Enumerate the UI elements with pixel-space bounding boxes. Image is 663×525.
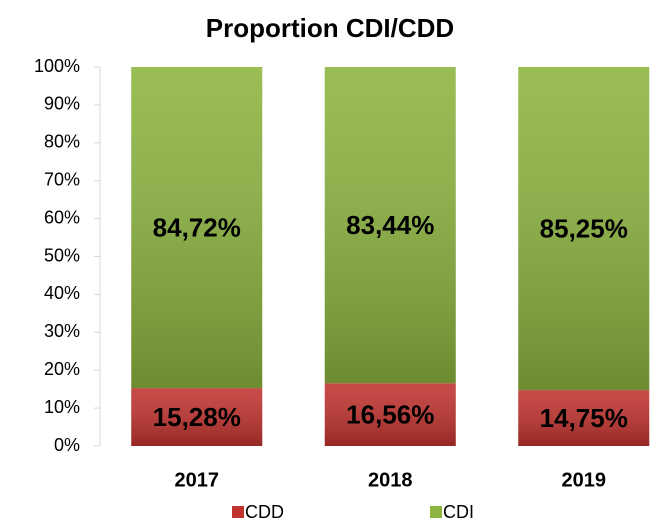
x-tick-label: 2018 xyxy=(368,469,413,491)
bar-shade xyxy=(324,383,456,446)
legend-swatch xyxy=(232,506,244,518)
y-tick-label: 90% xyxy=(44,94,80,114)
bar-shade xyxy=(518,67,650,391)
data-label: 85,25% xyxy=(540,213,628,243)
y-tick-label: 0% xyxy=(54,435,80,455)
data-label: 84,72% xyxy=(153,212,241,242)
chart-title: Proportion CDI/CDD xyxy=(206,13,454,43)
legend-label: CDD xyxy=(245,502,284,522)
bar-shade xyxy=(131,388,263,446)
y-tick-label: 10% xyxy=(44,397,80,417)
x-tick-label: 2017 xyxy=(175,469,220,491)
data-label: 16,56% xyxy=(346,399,434,429)
bar-shade xyxy=(324,67,456,384)
y-tick-label: 40% xyxy=(44,283,80,303)
y-tick-label: 80% xyxy=(44,132,80,152)
y-tick-label: 20% xyxy=(44,359,80,379)
bar-shade xyxy=(131,67,263,389)
y-tick-label: 50% xyxy=(44,245,80,265)
legend-swatch xyxy=(430,506,442,518)
legend-label: CDI xyxy=(443,502,474,522)
x-tick-label: 2019 xyxy=(562,469,607,491)
y-tick-label: 70% xyxy=(44,169,80,189)
data-label: 15,28% xyxy=(153,402,241,432)
y-tick-label: 60% xyxy=(44,207,80,227)
data-label: 14,75% xyxy=(540,403,628,433)
data-label: 83,44% xyxy=(346,210,434,240)
y-tick-label: 100% xyxy=(34,56,80,76)
bar-shade xyxy=(518,390,650,446)
y-tick-label: 30% xyxy=(44,321,80,341)
